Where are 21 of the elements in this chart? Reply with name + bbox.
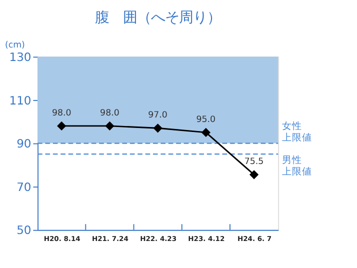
point xyxy=(249,170,259,180)
y-axis-title: (cm) xyxy=(4,40,25,51)
y-tick-label: 70 xyxy=(16,180,32,194)
y-tick-label: 110 xyxy=(9,93,32,108)
chart-title: 腹 囲（へそ周り） xyxy=(94,10,221,26)
y-tick-label: 50 xyxy=(16,223,32,238)
data-label: 75.5 xyxy=(244,157,264,168)
point xyxy=(105,121,114,131)
text: 女性 xyxy=(282,120,302,132)
text: 男性 xyxy=(282,154,302,166)
y-tick-label: 130 xyxy=(9,50,32,64)
text: 上限値 xyxy=(282,166,312,178)
point xyxy=(201,128,210,138)
text: 上限値 xyxy=(282,132,312,144)
point xyxy=(153,124,162,133)
point xyxy=(57,121,66,131)
data-label: 98.0 xyxy=(52,108,72,118)
data-label: 97.0 xyxy=(148,110,168,121)
data-label: 98.0 xyxy=(100,108,120,118)
y-tick-label: 90 xyxy=(16,136,32,151)
data-label: 95.0 xyxy=(196,114,216,125)
